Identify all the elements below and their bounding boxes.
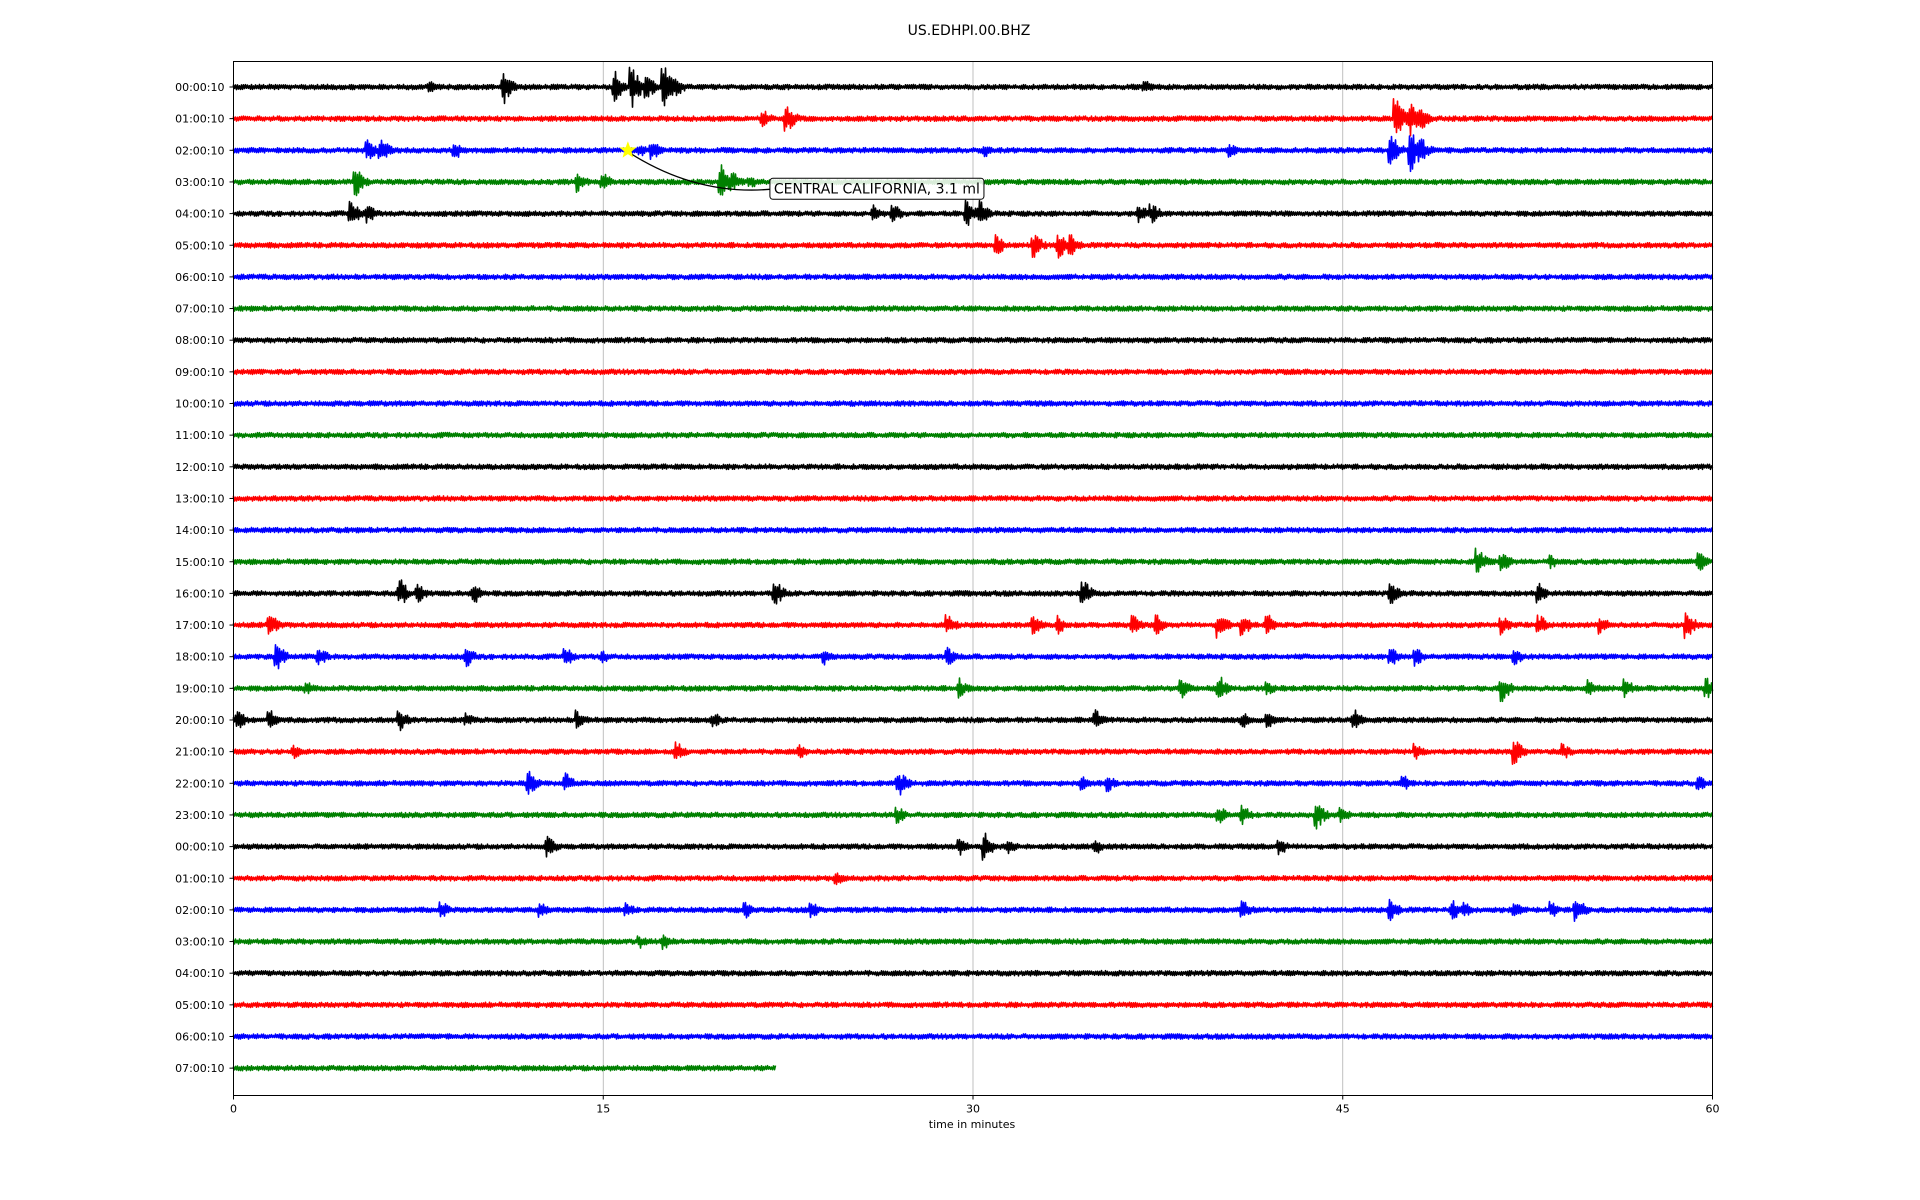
row-time-label: 12:00:10 (175, 461, 224, 474)
trace-row (232, 709, 1714, 732)
row-time-label: 06:00:10 (175, 1031, 224, 1044)
x-tick-label: 45 (1336, 1103, 1350, 1116)
row-time-label: 04:00:10 (175, 967, 224, 980)
trace-row (232, 676, 1714, 703)
trace-row (232, 644, 1714, 670)
trace-row (232, 400, 1714, 407)
trace-row (232, 1001, 1714, 1009)
trace-row (232, 66, 1714, 108)
trace-row (232, 305, 1714, 312)
row-time-label: 08:00:10 (175, 334, 224, 347)
row-time-label: 03:00:10 (175, 176, 224, 189)
trace-row (232, 770, 1714, 796)
trace-row (232, 495, 1714, 502)
row-time-labels: 00:00:10 01:00:10 02:00:10 03:00:10 04:00:10… (175, 81, 234, 1075)
seismic-traces (232, 66, 1714, 1072)
trace-row (232, 934, 1714, 951)
event-star-marker (619, 141, 637, 158)
row-time-label: 16:00:10 (175, 587, 224, 600)
trace-row (232, 199, 1714, 226)
event-annotation: CENTRAL CALIFORNIA, 3.1 ml (619, 141, 985, 200)
row-time-label: 05:00:10 (175, 999, 224, 1012)
trace-row (232, 98, 1714, 137)
trace-row (232, 741, 1714, 765)
row-time-label: 21:00:10 (175, 746, 224, 759)
row-time-label: 23:00:10 (175, 809, 224, 822)
trace-row (232, 579, 1714, 605)
row-time-label: 15:00:10 (175, 556, 224, 569)
trace-row (232, 368, 1714, 376)
row-time-label: 02:00:10 (175, 144, 224, 157)
trace-row (232, 1033, 1714, 1040)
trace-row (232, 872, 1714, 886)
trace-row (232, 134, 1714, 173)
x-axis-label: time in minutes (929, 1118, 1016, 1131)
trace-row (232, 234, 1714, 259)
row-time-label: 10:00:10 (175, 398, 224, 411)
row-time-label: 11:00:10 (175, 429, 224, 442)
x-tick-label: 30 (966, 1103, 980, 1116)
row-time-label: 18:00:10 (175, 651, 224, 664)
trace-row (232, 832, 1714, 861)
row-time-label: 19:00:10 (175, 682, 224, 695)
plot-frame (233, 61, 1713, 1096)
row-time-label: 07:00:10 (175, 1062, 224, 1075)
x-tick-label: 60 (1706, 1103, 1720, 1116)
chart-title: US.EDHPI.00.BHZ (908, 23, 1031, 39)
annotation-box (769, 177, 985, 200)
trace-row (232, 431, 1714, 439)
row-time-label: 00:00:10 (175, 81, 224, 94)
grid-lines (602, 61, 1344, 1096)
x-tick-label: 15 (596, 1103, 610, 1116)
row-time-label: 01:00:10 (175, 113, 224, 126)
trace-row (232, 273, 1714, 281)
row-time-label: 20:00:10 (175, 714, 224, 727)
row-time-label: 04:00:10 (175, 208, 224, 221)
x-axis-ticks: 0 15 30 45 60 (230, 1095, 1720, 1116)
trace-row (232, 1064, 777, 1072)
row-time-label: 13:00:10 (175, 492, 224, 505)
trace-row (232, 898, 1714, 922)
row-time-label: 07:00:10 (175, 303, 224, 316)
annotation-arrow (631, 153, 770, 191)
row-time-label: 03:00:10 (175, 936, 224, 949)
row-time-label: 09:00:10 (175, 366, 224, 379)
trace-row (232, 804, 1714, 830)
trace-row (232, 612, 1714, 640)
row-time-label: 01:00:10 (175, 872, 224, 885)
trace-row (232, 969, 1714, 977)
annotation-text: CENTRAL CALIFORNIA, 3.1 ml (774, 181, 980, 197)
row-time-label: 00:00:10 (175, 841, 224, 854)
row-time-label: 22:00:10 (175, 777, 224, 790)
trace-row (232, 526, 1714, 534)
row-time-label: 02:00:10 (175, 904, 224, 917)
row-time-label: 06:00:10 (175, 271, 224, 284)
trace-row (232, 336, 1714, 344)
row-time-label: 05:00:10 (175, 239, 224, 252)
trace-row (232, 463, 1714, 471)
row-time-label: 14:00:10 (175, 524, 224, 537)
x-tick-label: 0 (230, 1103, 237, 1116)
row-time-label: 17:00:10 (175, 619, 224, 632)
trace-row (232, 547, 1714, 573)
